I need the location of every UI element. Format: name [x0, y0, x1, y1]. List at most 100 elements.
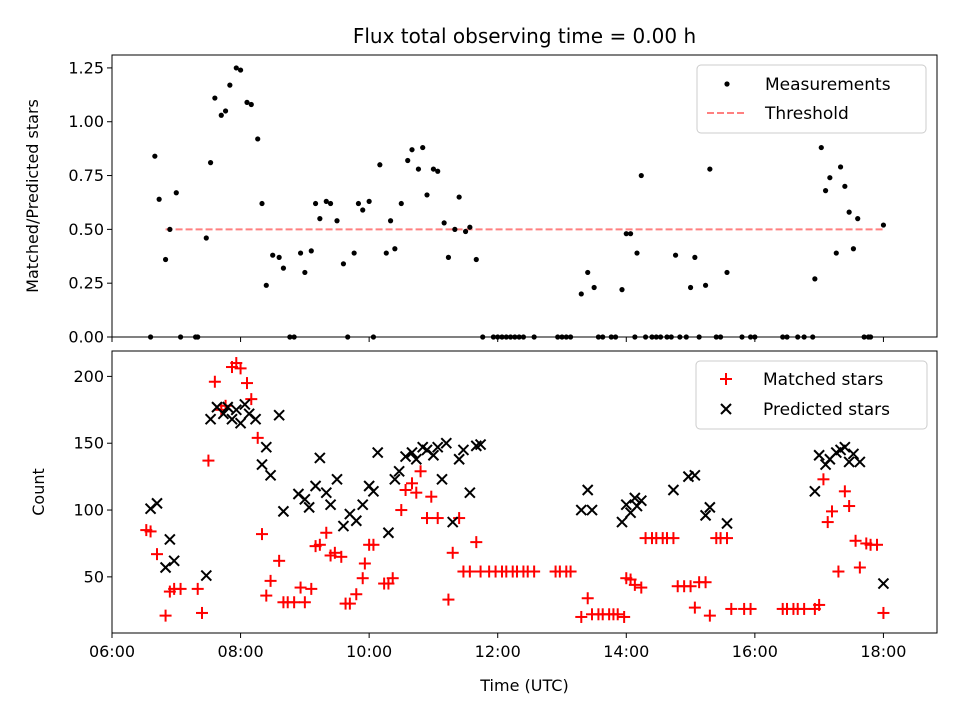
matched-star-point [367, 538, 380, 551]
matched-star-point [703, 609, 716, 622]
matched-star-point [826, 505, 838, 518]
matched-star-point [208, 375, 221, 388]
matched-star-point [234, 362, 247, 375]
measurement-point [276, 254, 282, 260]
predicted-star-point [440, 437, 452, 449]
matched-star-point [470, 536, 483, 549]
counts-legend-box [695, 360, 928, 430]
measurement-point [302, 269, 308, 276]
predicted-star-point [457, 444, 470, 456]
measurement-point [203, 235, 209, 241]
predicted-star-point [406, 446, 418, 459]
matched-star-point [395, 504, 408, 517]
predicted-star-point [324, 498, 337, 511]
predicted-star-point [620, 498, 632, 511]
predicted-star-point [436, 473, 448, 486]
measurement-point [623, 231, 629, 237]
matched-star-point [328, 546, 341, 559]
matched-star-point [298, 596, 311, 609]
matched-star-point [425, 490, 438, 503]
x-tick: 14:00 [603, 633, 649, 661]
x-tick: 18:00 [860, 633, 906, 661]
measurement-point [585, 269, 591, 276]
matched-star-point [667, 532, 680, 545]
matched-star-point [191, 582, 204, 595]
matched-star-point [196, 606, 208, 619]
measurement-point [270, 252, 276, 258]
counts-y-tick-label: 150 [73, 434, 104, 453]
predicted-star-point [159, 561, 172, 574]
legend-measurements-marker [724, 81, 730, 87]
predicted-star-point [575, 504, 587, 516]
matched-star-point [611, 608, 624, 621]
ratio-y-tick: 0.00 [68, 328, 112, 347]
matched-star-point [350, 588, 363, 601]
measurement-point [430, 166, 437, 172]
measurement-point [317, 216, 323, 222]
counts-legend: Matched stars Predicted stars [695, 360, 928, 430]
predicted-star-point [277, 505, 290, 518]
predicted-star-point [699, 509, 712, 522]
counts-axes-frame [111, 350, 938, 634]
ratio-y-tick-label: 1.25 [68, 58, 104, 77]
matched-star-point [744, 602, 757, 615]
measurement-point [846, 209, 852, 215]
measurement-point [323, 198, 329, 204]
predicted-star-point [264, 469, 277, 482]
legend-matched-marker [720, 373, 732, 385]
counts-x-ticks: 06:00 08:00 10:00 12:00 14:00 16:00 18:00 [89, 633, 906, 661]
measurement-point [420, 144, 426, 151]
measurement-point [227, 82, 233, 88]
measurement-point [355, 200, 362, 207]
matched-star-point [699, 576, 712, 589]
predicted-star-point [432, 441, 444, 453]
predicted-star-point [809, 485, 821, 498]
measurement-point [308, 248, 314, 254]
predicted-star-point [331, 473, 343, 486]
predicted-star-point [234, 417, 247, 429]
matched-star-point [386, 572, 399, 585]
matched-star-point [564, 565, 577, 578]
predicted-star-point [217, 408, 230, 420]
measurement-point [377, 162, 383, 168]
measurement-point [812, 276, 818, 282]
measurement-point [152, 153, 158, 159]
matched-star-point [635, 581, 648, 594]
matched-star-point [305, 582, 318, 595]
x-tick-label: 10:00 [346, 642, 392, 661]
measurement-point [255, 136, 261, 142]
counts-panel: 50 100 150 200 06:00 08:00 10:00 12:00 14:00 16:… [29, 350, 938, 695]
measurement-point [452, 226, 458, 232]
legend-predicted-marker [720, 403, 732, 415]
ratio-y-tick-label: 0.50 [68, 220, 104, 239]
measurement-point [409, 147, 415, 153]
matched-star-point [628, 578, 641, 591]
predicted-star-point [320, 486, 332, 499]
ratio-x-ticks [111, 337, 884, 342]
measurement-point [162, 256, 169, 263]
predicted-star-point [151, 497, 163, 510]
predicted-star-point [303, 501, 315, 514]
measurement-point [392, 246, 398, 252]
matched-star-point [288, 596, 301, 609]
measurement-point [387, 218, 394, 224]
measurement-point [398, 200, 404, 207]
measurement-point [237, 67, 244, 73]
ratio-legend-box [696, 64, 927, 134]
x-tick-label: 12:00 [475, 642, 521, 661]
predicted-star-point [299, 493, 311, 506]
predicted-star-point [393, 465, 405, 477]
measurement-point [212, 95, 218, 101]
matched-star-point [463, 565, 476, 578]
measurement-point [233, 65, 239, 71]
x-tick-label: 08:00 [218, 642, 264, 661]
measurement-point [850, 246, 857, 252]
predicted-star-point [689, 469, 701, 482]
legend-threshold-label: Threshold [764, 104, 849, 124]
measurement-point [445, 254, 452, 260]
matched-star-point [251, 431, 264, 444]
legend-predicted-label: Predicted stars [763, 400, 890, 420]
measurement-point [218, 112, 224, 118]
measurement-point [280, 265, 287, 271]
